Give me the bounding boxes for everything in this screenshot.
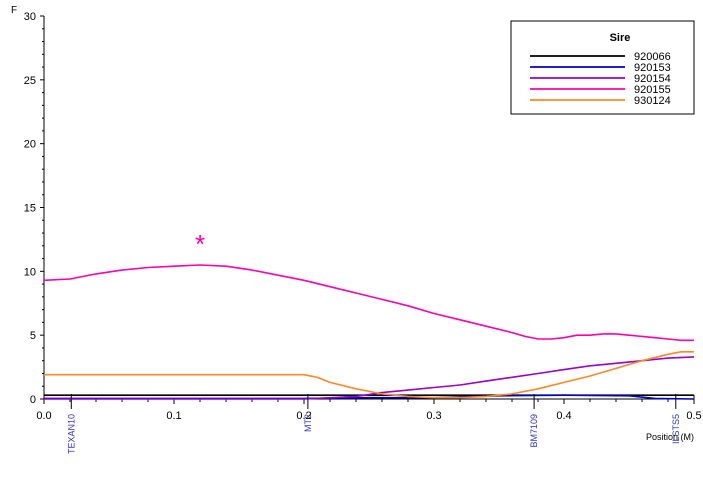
series-line-930124 bbox=[44, 350, 694, 399]
marker-label: BM7109 bbox=[529, 414, 539, 448]
significance-asterisk: * bbox=[195, 229, 205, 259]
marker-label: MT2 bbox=[303, 414, 313, 432]
x-tick-label: 0.2 bbox=[296, 410, 311, 422]
series-line-920154 bbox=[44, 356, 695, 400]
y-tick-label: 20 bbox=[24, 139, 36, 151]
x-tick-label: 0.1 bbox=[166, 410, 181, 422]
y-axis-label: F bbox=[11, 5, 17, 16]
legend-label: 920155 bbox=[634, 84, 671, 96]
legend-label: 920154 bbox=[634, 73, 671, 85]
y-tick-label: 10 bbox=[24, 266, 36, 278]
y-tick-label: 30 bbox=[24, 11, 36, 23]
series-lines bbox=[43, 264, 695, 400]
x-tick-label: 0.0 bbox=[36, 410, 51, 422]
y-tick-label: 0 bbox=[30, 394, 36, 406]
x-tick-label: 0.5 bbox=[686, 410, 701, 422]
y-axis-ticks: 0 5 10 15 20 25 30 bbox=[24, 11, 44, 406]
x-tick-label: 0.4 bbox=[556, 410, 571, 422]
legend-title: Sire bbox=[610, 32, 631, 44]
legend-label: 920066 bbox=[634, 51, 671, 63]
legend-label: 930124 bbox=[634, 95, 671, 107]
marker-label: ILSTS5 bbox=[671, 414, 681, 444]
y-tick-label: 25 bbox=[24, 75, 36, 87]
y-tick-label: 5 bbox=[30, 330, 36, 342]
y-tick-label: 15 bbox=[24, 203, 36, 215]
x-axis-label: Position (M) bbox=[646, 432, 694, 442]
x-tick-label: 0.3 bbox=[426, 410, 441, 422]
marker-positions: TEXAN10 MT2 BM7109 ILSTS5 bbox=[66, 394, 681, 454]
x-axis-ticks: 0.0 0.1 0.2 0.3 0.4 0.5 bbox=[36, 399, 702, 422]
series-line-920155 bbox=[43, 264, 694, 342]
legend-label: 920153 bbox=[634, 62, 671, 74]
marker-label: TEXAN10 bbox=[66, 414, 76, 454]
